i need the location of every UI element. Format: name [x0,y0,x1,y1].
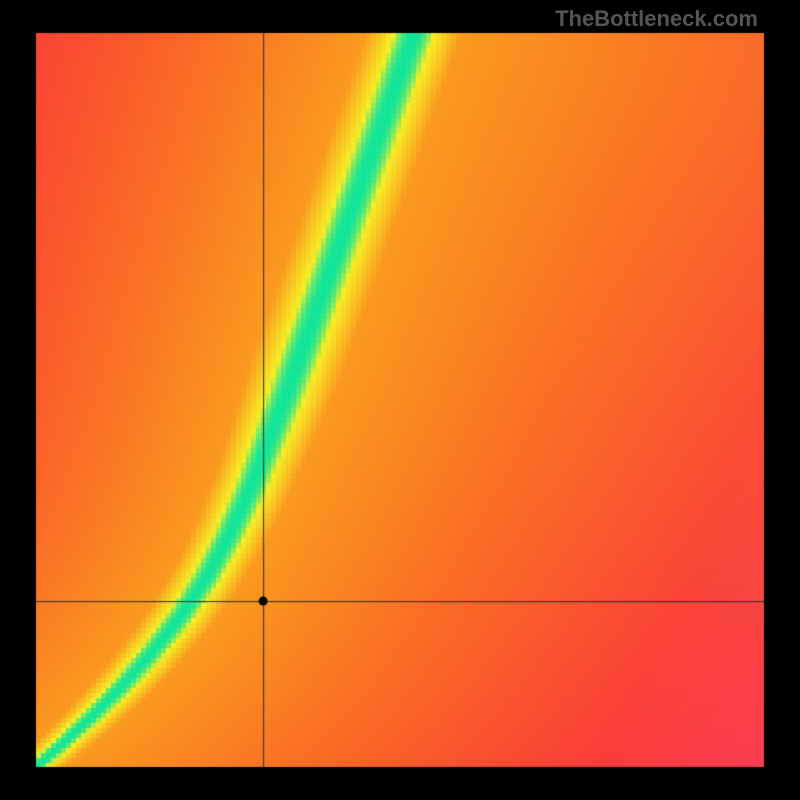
chart-container: TheBottleneck.com [0,0,800,800]
watermark-label: TheBottleneck.com [555,6,758,32]
heatmap-canvas [0,0,800,800]
